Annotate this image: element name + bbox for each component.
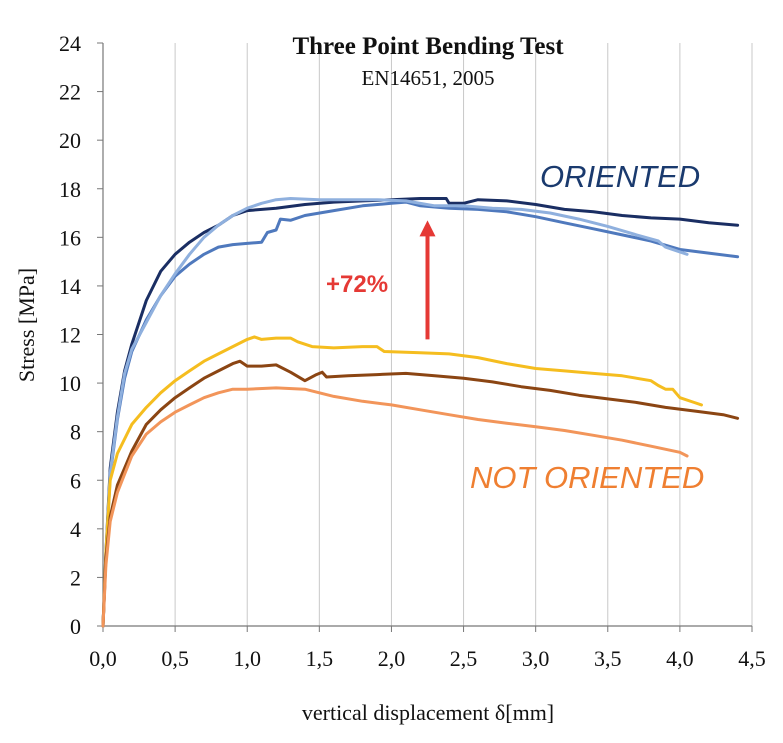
series-lines — [101, 197, 740, 628]
increase-arrow — [419, 220, 436, 340]
y-tick-label: 16 — [59, 225, 81, 250]
x-tick-label: 3,5 — [594, 646, 622, 671]
not-oriented-series-line — [101, 359, 740, 628]
x-tick-label: 1,5 — [306, 646, 334, 671]
y-tick-label: 12 — [59, 323, 81, 348]
chart-title: Three Point Bending Test — [292, 33, 564, 60]
y-tick-label: 10 — [59, 371, 81, 396]
y-tick-label: 20 — [59, 128, 81, 153]
y-tick-label: 6 — [70, 468, 81, 493]
y-tick-label: 8 — [70, 420, 81, 445]
x-tick-label: 2,5 — [450, 646, 478, 671]
x-tick-label: 4,5 — [738, 646, 766, 671]
x-tick-label: 0,0 — [89, 646, 117, 671]
oriented-series-line — [101, 197, 689, 628]
x-tick-label: 3,0 — [522, 646, 550, 671]
y-tick-label: 4 — [70, 517, 81, 542]
y-tick-label: 24 — [59, 31, 81, 56]
not-oriented-series-line — [101, 386, 689, 628]
y-tick-label: 18 — [59, 177, 81, 202]
y-tick-label: 22 — [59, 80, 81, 105]
x-tick-label: 0,5 — [161, 646, 189, 671]
y-tick-label: 14 — [59, 274, 81, 299]
chart-subtitle: EN14651, 2005 — [362, 66, 495, 90]
y-axis-title: Stress [MPa] — [14, 268, 39, 382]
increase-label: +72% — [326, 271, 388, 298]
gridlines — [174, 43, 753, 626]
oriented-label: ORIENTED — [540, 159, 700, 194]
oriented-series-line — [101, 197, 740, 628]
tick-labels: 0,0 0,5 1,0 1,5 2,0 2,5 3,0 3,5 4,0 4,50246810121… — [59, 31, 766, 671]
y-tick-label: 2 — [70, 565, 81, 590]
x-tick-label: 1,0 — [233, 646, 261, 671]
x-tick-label: 4,0 — [666, 646, 694, 671]
x-tick-label: 2,0 — [378, 646, 406, 671]
y-tick-label: 0 — [70, 614, 81, 639]
x-axis-title: vertical displacement δ[mm] — [302, 700, 554, 725]
increase-arrow-head — [419, 220, 436, 237]
not-oriented-label: NOT ORIENTED — [470, 460, 704, 495]
not-oriented-series-line — [101, 335, 703, 628]
